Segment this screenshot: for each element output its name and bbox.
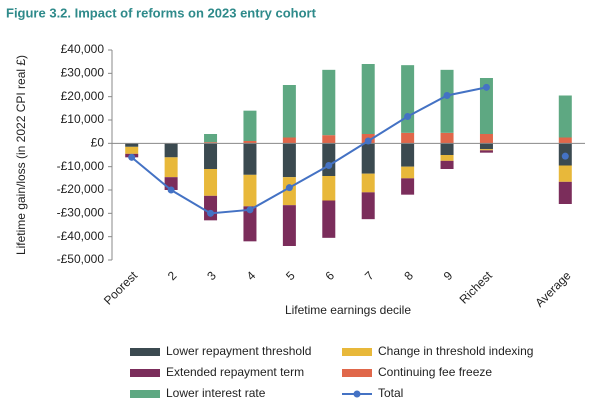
x-tick-label: 7 bbox=[362, 268, 377, 283]
chart-title: Figure 3.2. Impact of reforms on 2023 en… bbox=[6, 5, 317, 20]
x-tick-label: Average bbox=[532, 268, 574, 310]
y-tick-label: -£50,000 bbox=[57, 252, 105, 266]
y-tick-label: £40,000 bbox=[61, 42, 105, 56]
y-tick-label: -£30,000 bbox=[57, 206, 105, 220]
x-tick-label: 8 bbox=[401, 268, 416, 283]
bar-segment bbox=[204, 143, 218, 169]
legend-label: Total bbox=[378, 386, 403, 400]
x-tick-label: 6 bbox=[323, 268, 338, 283]
legend-label: Lower repayment threshold bbox=[166, 344, 311, 358]
bar-segment bbox=[440, 69, 454, 133]
legend-label: Continuing fee freeze bbox=[378, 365, 492, 379]
bar-segment bbox=[479, 134, 493, 144]
legend-swatch bbox=[130, 390, 160, 398]
legend-label: Lower interest rate bbox=[166, 386, 266, 400]
bar-segment bbox=[479, 143, 493, 150]
bar-segment bbox=[558, 137, 572, 144]
y-tick-label: £30,000 bbox=[61, 66, 105, 80]
y-tick-label: £10,000 bbox=[61, 112, 105, 126]
x-tick-label: Richest bbox=[457, 268, 496, 307]
bar-segment bbox=[282, 205, 296, 246]
bar-segment bbox=[164, 143, 178, 158]
bar-segment bbox=[401, 178, 415, 195]
y-axis-label: Lifetime gain/loss (in 2022 CPI real £) bbox=[14, 55, 28, 255]
y-tick-label: -£20,000 bbox=[57, 182, 105, 196]
bar-segment bbox=[282, 137, 296, 144]
bar-segment bbox=[479, 150, 493, 153]
bar-segment bbox=[322, 69, 336, 136]
bar-segment bbox=[440, 132, 454, 144]
line-point bbox=[167, 186, 175, 194]
line bbox=[132, 87, 566, 213]
bar-segment bbox=[322, 200, 336, 238]
legend-swatch bbox=[130, 369, 160, 377]
bar-segment bbox=[322, 176, 336, 201]
legend-swatch bbox=[342, 369, 372, 377]
bar-segment bbox=[322, 135, 336, 144]
bar-segment bbox=[401, 132, 415, 144]
bar-segment bbox=[361, 143, 375, 174]
x-tick-label: Poorest bbox=[101, 268, 141, 308]
x-tick-label: 5 bbox=[283, 268, 298, 283]
line-point bbox=[404, 113, 412, 120]
x-axis-label: Lifetime earnings decile bbox=[285, 303, 411, 317]
y-tick-label: -£10,000 bbox=[57, 159, 105, 173]
bar-segment bbox=[361, 173, 375, 193]
line-point bbox=[285, 184, 293, 192]
bar-segment bbox=[204, 169, 218, 196]
bar-segment bbox=[558, 95, 572, 138]
line-point bbox=[482, 83, 490, 91]
x-tick-label: 9 bbox=[441, 268, 456, 283]
legend-label: Extended repayment term bbox=[166, 365, 304, 379]
bar-segment bbox=[243, 110, 257, 141]
bar-segment bbox=[558, 165, 572, 182]
bar-segment bbox=[361, 64, 375, 134]
bar-segment bbox=[125, 143, 139, 147]
bar-segment bbox=[243, 206, 257, 242]
legend-swatch bbox=[342, 348, 372, 356]
bar-segment bbox=[282, 85, 296, 138]
y-tick-label: -£40,000 bbox=[57, 229, 105, 243]
x-tick-label: 4 bbox=[244, 268, 259, 283]
bar-segment bbox=[401, 166, 415, 179]
y-tick-label: £0 bbox=[91, 136, 105, 150]
bar-segment bbox=[322, 143, 336, 176]
y-tick-label: £20,000 bbox=[61, 89, 105, 103]
bar-segment bbox=[361, 192, 375, 220]
bar-segment bbox=[204, 142, 218, 144]
bar-segment bbox=[282, 143, 296, 178]
x-tick-label: 2 bbox=[165, 268, 180, 283]
bar-segment bbox=[243, 143, 257, 175]
legend-swatch bbox=[130, 348, 160, 356]
bar-segment bbox=[479, 78, 493, 134]
bar-segment bbox=[440, 143, 454, 155]
bar-segment bbox=[401, 65, 415, 133]
x-tick-label: 3 bbox=[204, 268, 219, 283]
bar-segment bbox=[479, 149, 493, 151]
line-point bbox=[325, 162, 333, 169]
bar-segment bbox=[440, 155, 454, 161]
bar-segment bbox=[558, 181, 572, 204]
line-point bbox=[207, 209, 215, 217]
legend-label: Change in threshold indexing bbox=[378, 344, 533, 358]
line-point bbox=[443, 92, 451, 99]
line-point bbox=[561, 152, 569, 160]
bar-segment bbox=[440, 160, 454, 169]
bar-segment bbox=[204, 134, 218, 143]
line-point bbox=[246, 206, 254, 214]
bar-segment bbox=[243, 141, 257, 144]
legend-dot bbox=[353, 390, 361, 398]
line-point bbox=[364, 137, 372, 145]
bar-segment bbox=[401, 143, 415, 167]
bar-segment bbox=[243, 174, 257, 207]
line-point bbox=[128, 153, 136, 161]
bar-segment bbox=[164, 157, 178, 178]
bar-segment bbox=[125, 146, 139, 154]
